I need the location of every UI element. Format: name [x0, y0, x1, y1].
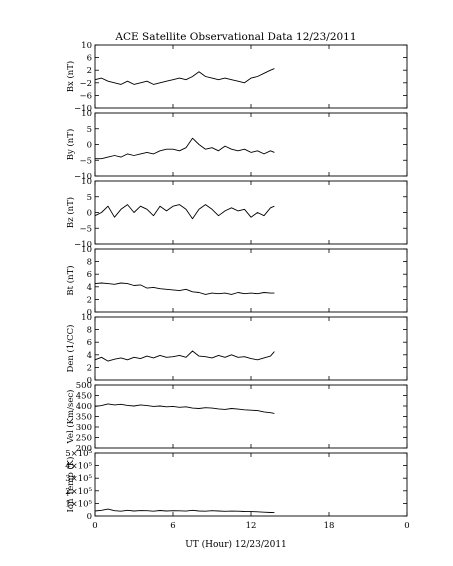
y-axis-label: Ion Temp (K) [65, 457, 76, 513]
panel-3: 10 5 0 −5 −10 Bz (nT) [65, 177, 408, 250]
y-tick-label: 5 [87, 193, 92, 203]
y-tick-label: 8 [87, 258, 92, 268]
y-tick-label: 400 [76, 402, 92, 412]
y-tick-label: 0 [87, 141, 92, 151]
x-tick-label: 18 [324, 521, 335, 531]
y-tick-label: 200 [76, 444, 92, 454]
x-tick-label: 6 [170, 521, 175, 531]
chart-panels: 10 6 2 −2 −6 −10 Bx (nT) 10 5 0 −5 −10 By (nT) 10 5 0 −5… [65, 41, 408, 522]
y-tick-label: 2 [87, 363, 92, 373]
y-tick-label: 3×10⁵ [65, 474, 92, 484]
y-tick-label: 6 [87, 270, 92, 280]
chart-title: ACE Satellite Observational Data 12/23/2… [114, 31, 356, 43]
y-tick-label: 10 [81, 245, 92, 255]
y-tick-label: 2×10⁵ [65, 487, 92, 497]
x-axis-label: UT (Hour) 12/23/2011 [185, 539, 287, 550]
y-tick-label: −2 [79, 79, 92, 89]
series-line [95, 137, 275, 160]
y-axis-label: Vel (Km/sec) [65, 390, 76, 445]
y-tick-label: −5 [79, 224, 92, 234]
y-tick-label: 500 [76, 381, 92, 391]
y-tick-label: 2 [87, 295, 92, 305]
y-axis-label: By (nT) [65, 129, 76, 161]
y-tick-label: 4×10⁵ [65, 462, 92, 472]
panel-frame [94, 44, 408, 109]
y-tick-label: 0 [87, 209, 92, 219]
x-tick-label: 0 [404, 521, 409, 531]
panel-7: 5×10⁵ 4×10⁵ 3×10⁵ 2×10⁵ 1×10⁵ 0 Ion Temp (K) [65, 449, 408, 522]
series-line [94, 350, 275, 362]
panel-1: 10 6 2 −2 −6 −10 Bx (nT) [65, 41, 408, 114]
y-tick-label: 10 [81, 177, 92, 187]
y-tick-label: 6 [87, 338, 92, 348]
y-tick-label: 450 [76, 392, 92, 402]
y-tick-label: −10 [74, 104, 92, 114]
y-axis-label: Bx (nT) [65, 61, 76, 93]
y-tick-label: 10 [81, 41, 92, 51]
y-tick-label: 350 [76, 413, 92, 423]
panel-frame [94, 384, 408, 449]
series-line [94, 204, 275, 220]
y-axis-label: Bt (nT) [65, 265, 76, 295]
y-tick-label: 6 [87, 54, 92, 64]
y-tick-label: 5 [87, 125, 92, 135]
series-line [94, 508, 275, 514]
y-tick-label: −10 [74, 240, 92, 250]
y-tick-label: 4 [87, 283, 92, 293]
panel-5: 10 8 6 4 2 0 Den (1/CC) [65, 313, 408, 386]
x-tick-label: 12 [246, 521, 257, 531]
y-tick-label: 0 [87, 308, 92, 318]
y-axis-label: Den (1/CC) [65, 325, 76, 373]
panel-frame [94, 112, 408, 177]
panel-frame [94, 248, 408, 313]
y-tick-label: 0 [87, 512, 92, 522]
y-tick-label: 5×10⁵ [65, 449, 92, 459]
y-tick-label: 1×10⁵ [65, 499, 92, 509]
y-tick-label: 300 [76, 423, 92, 433]
series-line [94, 282, 275, 295]
y-tick-label: 10 [81, 109, 92, 119]
panel-frame [94, 316, 408, 381]
x-axis: 0 6 12 18 0 [92, 521, 409, 531]
x-tick-label: 0 [92, 521, 97, 531]
y-tick-label: −5 [79, 156, 92, 166]
y-tick-label: −10 [74, 172, 92, 182]
y-tick-label: 250 [76, 434, 92, 444]
panel-frame [94, 452, 408, 517]
y-tick-label: −6 [79, 91, 92, 101]
y-axis-label: Bz (nT) [65, 197, 76, 228]
y-tick-label: 2 [87, 66, 92, 76]
y-tick-label: 10 [81, 313, 92, 323]
series-line [94, 68, 275, 85]
y-tick-label: 4 [87, 351, 92, 361]
panel-4: 10 8 6 4 2 0 Bt (nT) [65, 245, 408, 318]
y-tick-label: 8 [87, 326, 92, 336]
panel-2: 10 5 0 −5 −10 By (nT) [65, 109, 408, 182]
panel-frame [94, 180, 408, 245]
series-line [94, 403, 275, 414]
y-tick-label: 0 [87, 376, 92, 386]
